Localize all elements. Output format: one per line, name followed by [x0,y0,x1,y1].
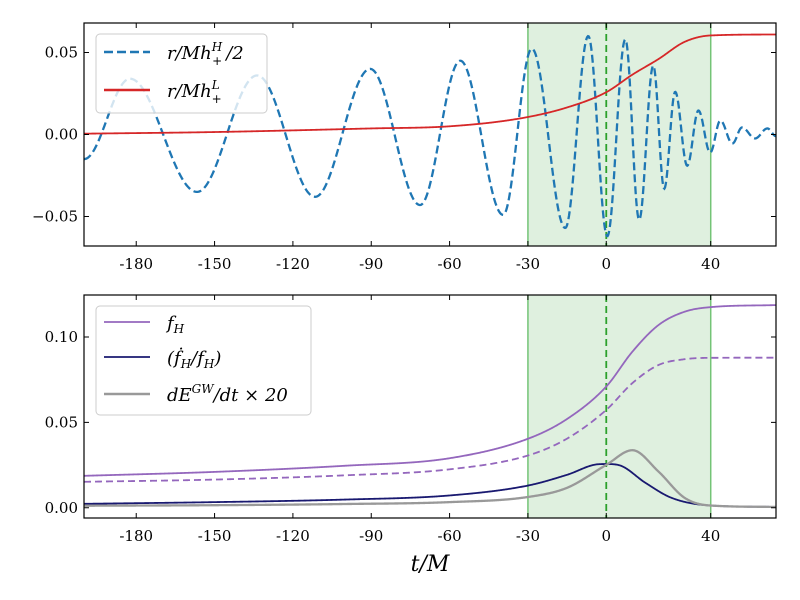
y-tick-label: 0.00 [45,499,78,517]
axes-frame [83,294,777,519]
x-tick-label: -150 [198,255,232,273]
x-tick-label: -60 [438,527,462,545]
x-tick-label: -30 [516,527,540,545]
x-tick-label: -180 [119,527,153,545]
x-tick-label: 40 [701,527,720,545]
x-tick-label: 40 [701,255,720,273]
x-tick-label: -150 [198,527,232,545]
y-tick-label: 0.05 [45,413,78,431]
bottom-legend: fH (ḟH/fH) dEGW/dt × 20 [95,305,312,416]
x-tick-label: -60 [438,255,462,273]
series-line-1-3 [84,449,776,509]
series-line-1-0 [84,304,776,477]
legend-label-dEdt: dEGW/dt × 20 [167,382,288,406]
legend-label-h-plus-L: r/MhL + [167,78,222,106]
y-tick-label: 0.05 [45,44,78,62]
x-tick-label: -120 [276,255,310,273]
bottom-panel: -180 -150 -120 -90 -60 -30 0 40 0.00 0.05 0.10 [45,294,777,545]
y-tick-label: −0.05 [32,207,78,225]
y-tick-label: 0.10 [45,328,78,346]
x-tick-label: -90 [359,527,383,545]
series-line-0-0 [84,34,776,238]
shaded-region [527,23,711,246]
x-tick-label: -90 [359,255,383,273]
top-panel: -180 -150 -120 -90 -60 -30 0 40 −0.05 0.00 0.05 [32,22,777,273]
series-line-0-1 [84,33,776,135]
x-tick-label: 0 [601,255,611,273]
top-legend: r/MhH +/2 r/MhL + [95,33,268,114]
series-line-1-1 [84,356,776,483]
x-axis-label: t/M [411,552,450,577]
x-tick-label: -120 [276,527,310,545]
x-tick-label: 0 [601,527,611,545]
series-line-1-2 [84,463,776,508]
x-tick-label: -30 [516,255,540,273]
y-tick-label: 0.00 [45,126,78,144]
x-tick-label: -180 [119,255,153,273]
shaded-region [527,295,711,518]
legend-label-h-plus-H: r/MhH +/2 [167,40,244,68]
